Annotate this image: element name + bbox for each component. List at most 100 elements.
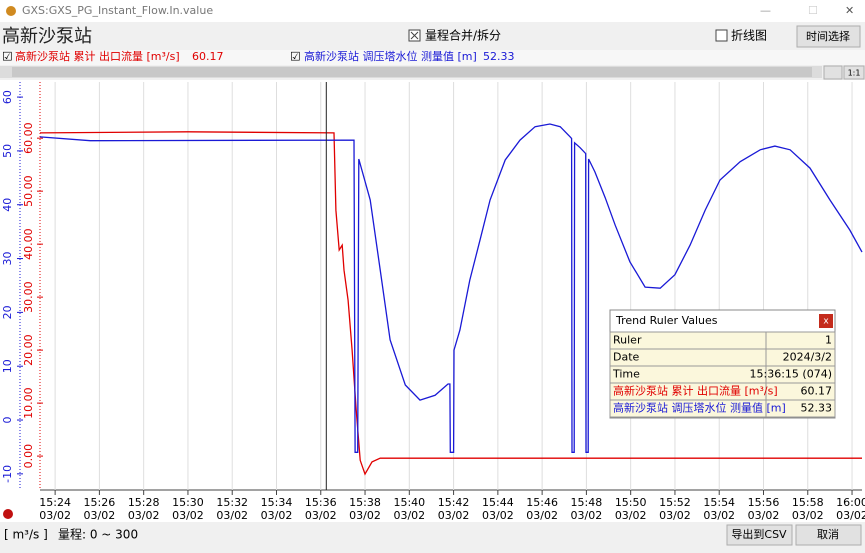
- close[interactable]: ✕: [845, 4, 854, 17]
- x-tick-date: 03/02: [128, 509, 160, 522]
- y2-tick-label: -10: [1, 465, 14, 483]
- maximize[interactable]: ☐: [808, 4, 818, 17]
- x-tick-label: 15:58: [792, 496, 824, 509]
- x-tick-label: 15:48: [571, 496, 603, 509]
- popup-close-label: x: [823, 317, 829, 327]
- plot: 15:2403/0215:2603/0215:2803/0215:3003/02…: [1, 82, 865, 522]
- ruler-popup: Trend Ruler Values x Ruler 1 Date 2024/3/2 T…: [609, 309, 836, 419]
- x-tick-date: 03/02: [836, 509, 865, 522]
- x-tick-date: 03/02: [792, 509, 824, 522]
- table-key: Ruler: [613, 334, 642, 347]
- y2-tick-label: 50: [1, 144, 14, 158]
- line-label: 折线图: [731, 28, 767, 43]
- x-tick-date: 03/02: [526, 509, 558, 522]
- tool-label: 1:1: [848, 69, 861, 78]
- popup-title: Trend Ruler Values: [615, 314, 718, 327]
- x-tick-label: 15:38: [349, 496, 381, 509]
- merge-label: 量程合并/拆分: [425, 28, 501, 43]
- x-tick-date: 03/02: [659, 509, 691, 522]
- table-value: 52.33: [801, 402, 833, 415]
- y2-tick-label: 30: [1, 252, 14, 266]
- x-tick-label: 15:24: [39, 496, 71, 509]
- check-x: [410, 31, 419, 40]
- x-tick-date: 03/02: [482, 509, 514, 522]
- table-key: Time: [612, 368, 640, 381]
- x-tick-label: 15:40: [393, 496, 425, 509]
- y-tick-label: 40.00: [22, 228, 35, 260]
- y-tick-label: 30.00: [22, 281, 35, 313]
- cancel-label: 取消: [817, 527, 839, 541]
- legend-value: 52.33: [483, 50, 515, 63]
- x-tick-date: 03/02: [615, 509, 647, 522]
- x-tick-label: 15:54: [703, 496, 735, 509]
- y-tick-label: 20.00: [22, 334, 35, 366]
- series-line: [39, 123, 863, 453]
- line-checkbox[interactable]: [715, 29, 728, 42]
- chart-area: [0, 80, 865, 522]
- table-key: 高新沙泵站 累计 出口流量 [m³/s]: [613, 384, 778, 398]
- popup-close[interactable]: [819, 314, 833, 328]
- x-tick-date: 03/02: [393, 509, 425, 522]
- export-label: 导出到CSV: [731, 527, 787, 541]
- unit-label: [ m³/s ]: [4, 528, 48, 542]
- x-tick-label: 15:46: [526, 496, 558, 509]
- tool-button[interactable]: [823, 65, 843, 80]
- table-key: 高新沙泵站 调压塔水位 测量值 [m]: [613, 401, 786, 415]
- y-tick-label: 60.00: [22, 122, 35, 154]
- x-tick-date: 03/02: [39, 509, 71, 522]
- table-cell: [765, 399, 836, 418]
- x-tick-label: 15:30: [172, 496, 204, 509]
- legend-label: 高新沙泵站 累计 出口流量 [m³/s]: [15, 49, 180, 63]
- y2-tick-label: 60: [1, 90, 14, 104]
- x-tick-label: 15:32: [216, 496, 248, 509]
- window-title: GXS:GXS_PG_Instant_Flow.In.value: [22, 4, 213, 17]
- legend-check[interactable]: ☑: [290, 50, 301, 64]
- x-tick-label: 16:00: [836, 496, 865, 509]
- table-value: 15:36:15 (074): [750, 368, 832, 381]
- y-tick-label: 50.00: [22, 175, 35, 207]
- status-dot: [3, 509, 13, 519]
- app-icon: [6, 6, 16, 16]
- x-tick-date: 03/02: [438, 509, 470, 522]
- table-value: 2024/3/2: [783, 351, 832, 364]
- range-label: 量程: 0 ~ 300: [58, 527, 138, 542]
- x-tick-label: 15:28: [128, 496, 160, 509]
- legend-row: [0, 50, 865, 65]
- x-tick-label: 15:36: [305, 496, 337, 509]
- export-button[interactable]: [726, 524, 793, 546]
- x-tick-date: 03/02: [703, 509, 735, 522]
- x-tick-label: 15:50: [615, 496, 647, 509]
- y2-tick-label: 20: [1, 305, 14, 319]
- x-tick-label: 15:42: [438, 496, 470, 509]
- x-tick-date: 03/02: [349, 509, 381, 522]
- table-value: 60.17: [801, 385, 833, 398]
- time-button-label: 时间选择: [806, 29, 850, 43]
- x-tick-date: 03/02: [571, 509, 603, 522]
- legend-value: 60.17: [192, 50, 224, 63]
- legend-label: 高新沙泵站 调压塔水位 测量值 [m]: [304, 49, 477, 63]
- scroll-thumb[interactable]: [12, 67, 812, 77]
- title-bar: [0, 0, 865, 22]
- table-key: Date: [613, 351, 640, 364]
- station-title: 高新沙泵站: [2, 26, 92, 47]
- series-line: [39, 131, 862, 476]
- y2-tick-label: 40: [1, 198, 14, 212]
- minimize[interactable]: —: [760, 4, 771, 17]
- x-tick-date: 03/02: [216, 509, 248, 522]
- y2-tick-label: 0: [1, 417, 14, 424]
- x-tick-date: 03/02: [305, 509, 337, 522]
- x-tick-date: 03/02: [84, 509, 116, 522]
- y-tick-label: 0.00: [22, 444, 35, 469]
- y-tick-label: 10.00: [22, 387, 35, 419]
- x-tick-label: 15:34: [261, 496, 293, 509]
- x-tick-date: 03/02: [748, 509, 780, 522]
- ruler-table: Ruler 1 Date 2024/3/2 Time 15:36:15 (074) 高新沙泵…: [609, 331, 836, 418]
- cancel-button[interactable]: [795, 524, 862, 546]
- time-button[interactable]: [796, 25, 861, 48]
- x-tick-label: 15:56: [748, 496, 780, 509]
- x-tick-label: 15:52: [659, 496, 691, 509]
- tool-button[interactable]: [843, 65, 865, 80]
- legend-check[interactable]: ☑: [2, 50, 13, 64]
- x-tick-date: 03/02: [261, 509, 293, 522]
